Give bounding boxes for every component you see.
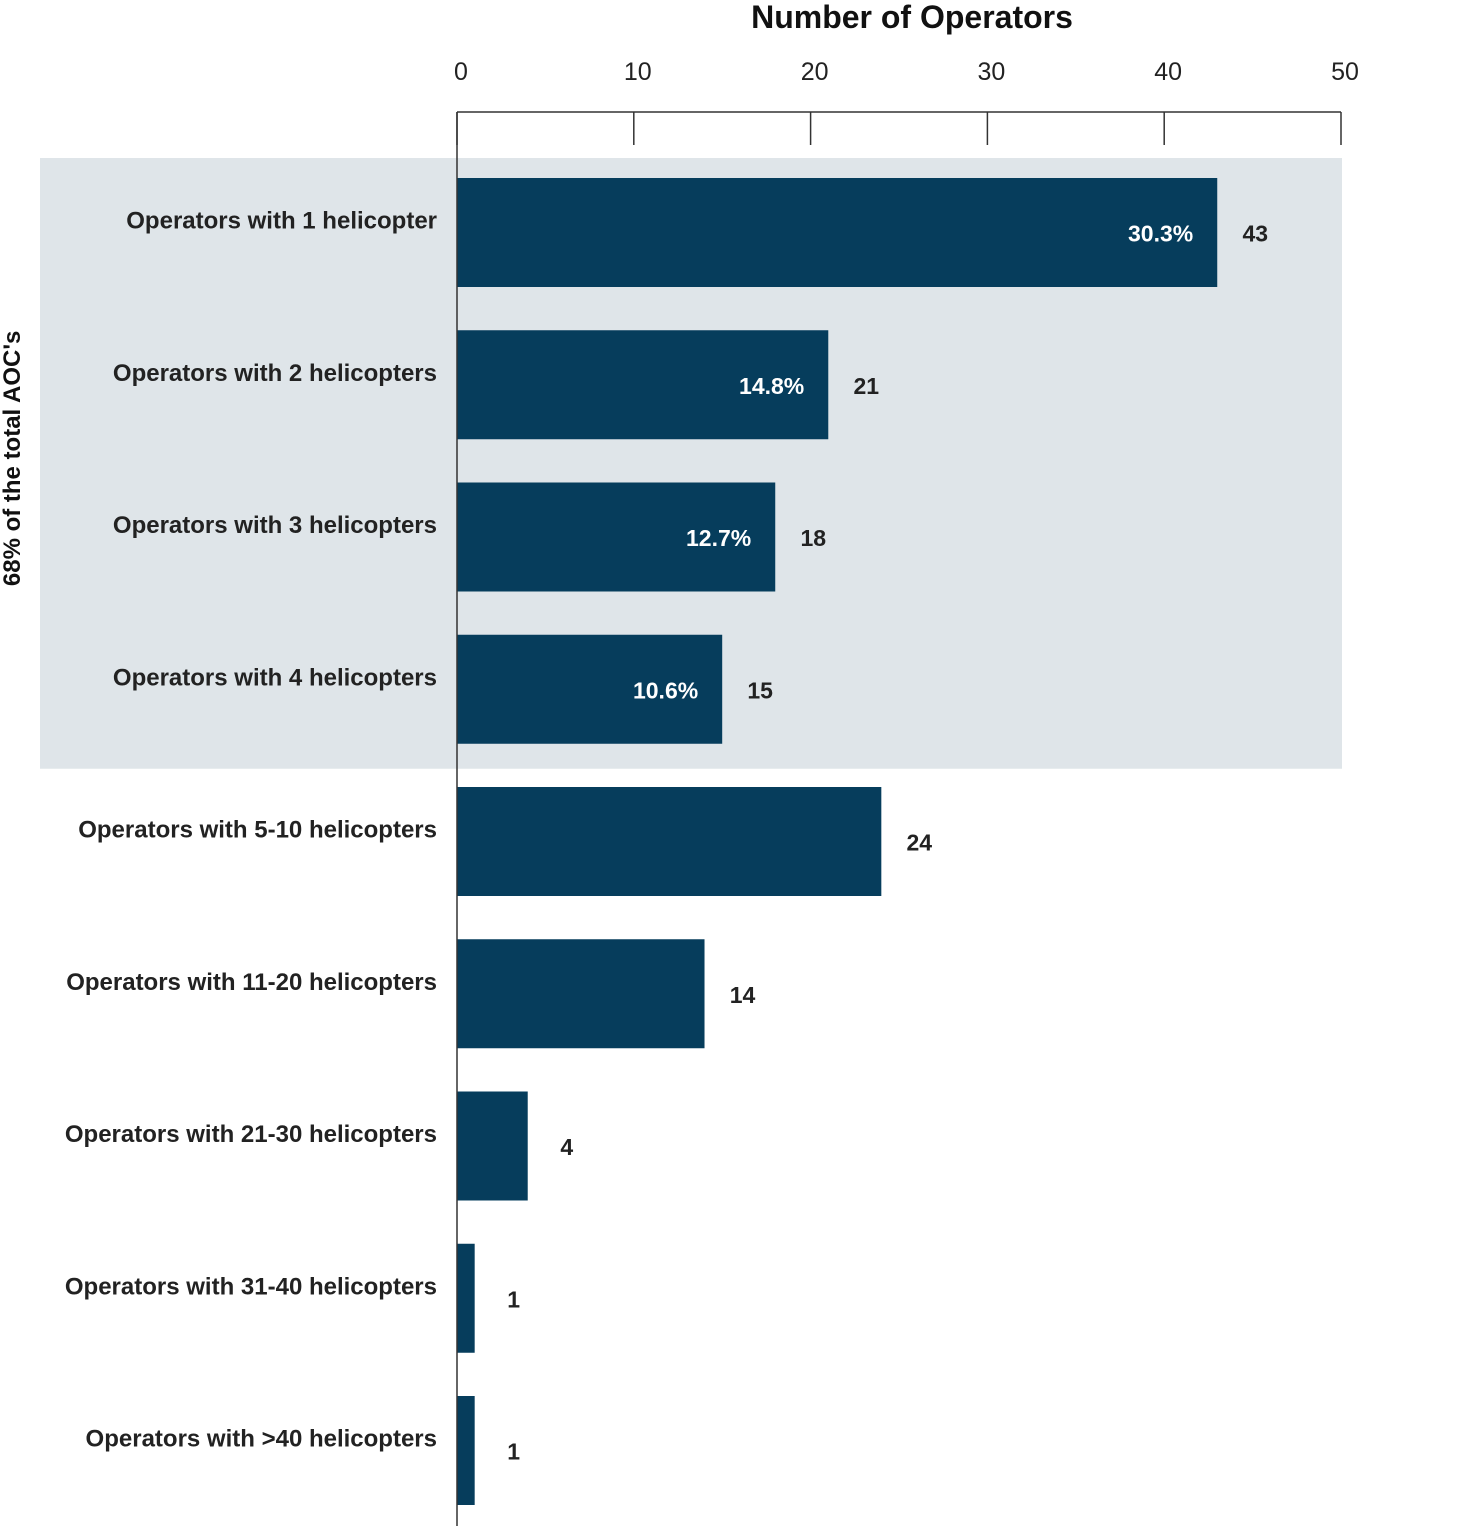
highlight-label: 68% of the total AOC's <box>0 331 26 587</box>
value-label: 1 <box>507 1286 520 1312</box>
x-tick-label: 20 <box>801 58 829 86</box>
category-label: Operators with 31-40 helicopters <box>65 1273 437 1300</box>
percent-label: 30.3% <box>1128 221 1193 247</box>
value-label: 4 <box>560 1134 573 1160</box>
x-tick-label: 0 <box>454 58 468 86</box>
percent-label: 12.7% <box>686 525 751 551</box>
percent-label: 14.8% <box>739 373 804 399</box>
value-label: 43 <box>1242 221 1268 247</box>
value-label: 15 <box>747 677 773 703</box>
x-tick-label: 50 <box>1331 58 1359 86</box>
value-label: 14 <box>730 982 756 1008</box>
x-tick-label: 30 <box>977 58 1005 86</box>
percent-label: 10.6% <box>633 677 698 703</box>
category-label: Operators with 1 helicopter <box>126 208 437 235</box>
category-label: Operators with 3 helicopters <box>113 512 437 539</box>
value-label: 1 <box>507 1439 520 1465</box>
category-label: Operators with 5-10 helicopters <box>78 817 437 844</box>
value-label: 24 <box>907 830 933 856</box>
bar <box>457 939 705 1049</box>
value-label: 21 <box>853 373 879 399</box>
category-label: Operators with 4 helicopters <box>113 664 437 691</box>
category-label: Operators with 11-20 helicopters <box>66 969 437 996</box>
category-label: Operators with 21-30 helicopters <box>65 1121 437 1148</box>
category-label: Operators with >40 helicopters <box>86 1426 437 1453</box>
bar <box>457 1243 475 1353</box>
value-label: 18 <box>800 525 826 551</box>
bar <box>457 634 723 744</box>
category-label: Operators with 2 helicopters <box>113 360 437 387</box>
bar <box>457 330 829 440</box>
x-tick-label: 10 <box>624 58 652 86</box>
bar <box>457 1091 528 1201</box>
x-tick-label: 40 <box>1154 58 1182 86</box>
x-axis-ticks: 0 10 20 30 40 50 <box>454 58 1359 145</box>
bar <box>457 178 1218 287</box>
x-axis-title: Number of Operators <box>751 0 1073 35</box>
bar <box>457 787 882 896</box>
bars: Operators with 1 helicopter 43 30.3% Operat… <box>65 178 1268 1505</box>
bar <box>457 1396 475 1505</box>
bar <box>457 482 776 592</box>
